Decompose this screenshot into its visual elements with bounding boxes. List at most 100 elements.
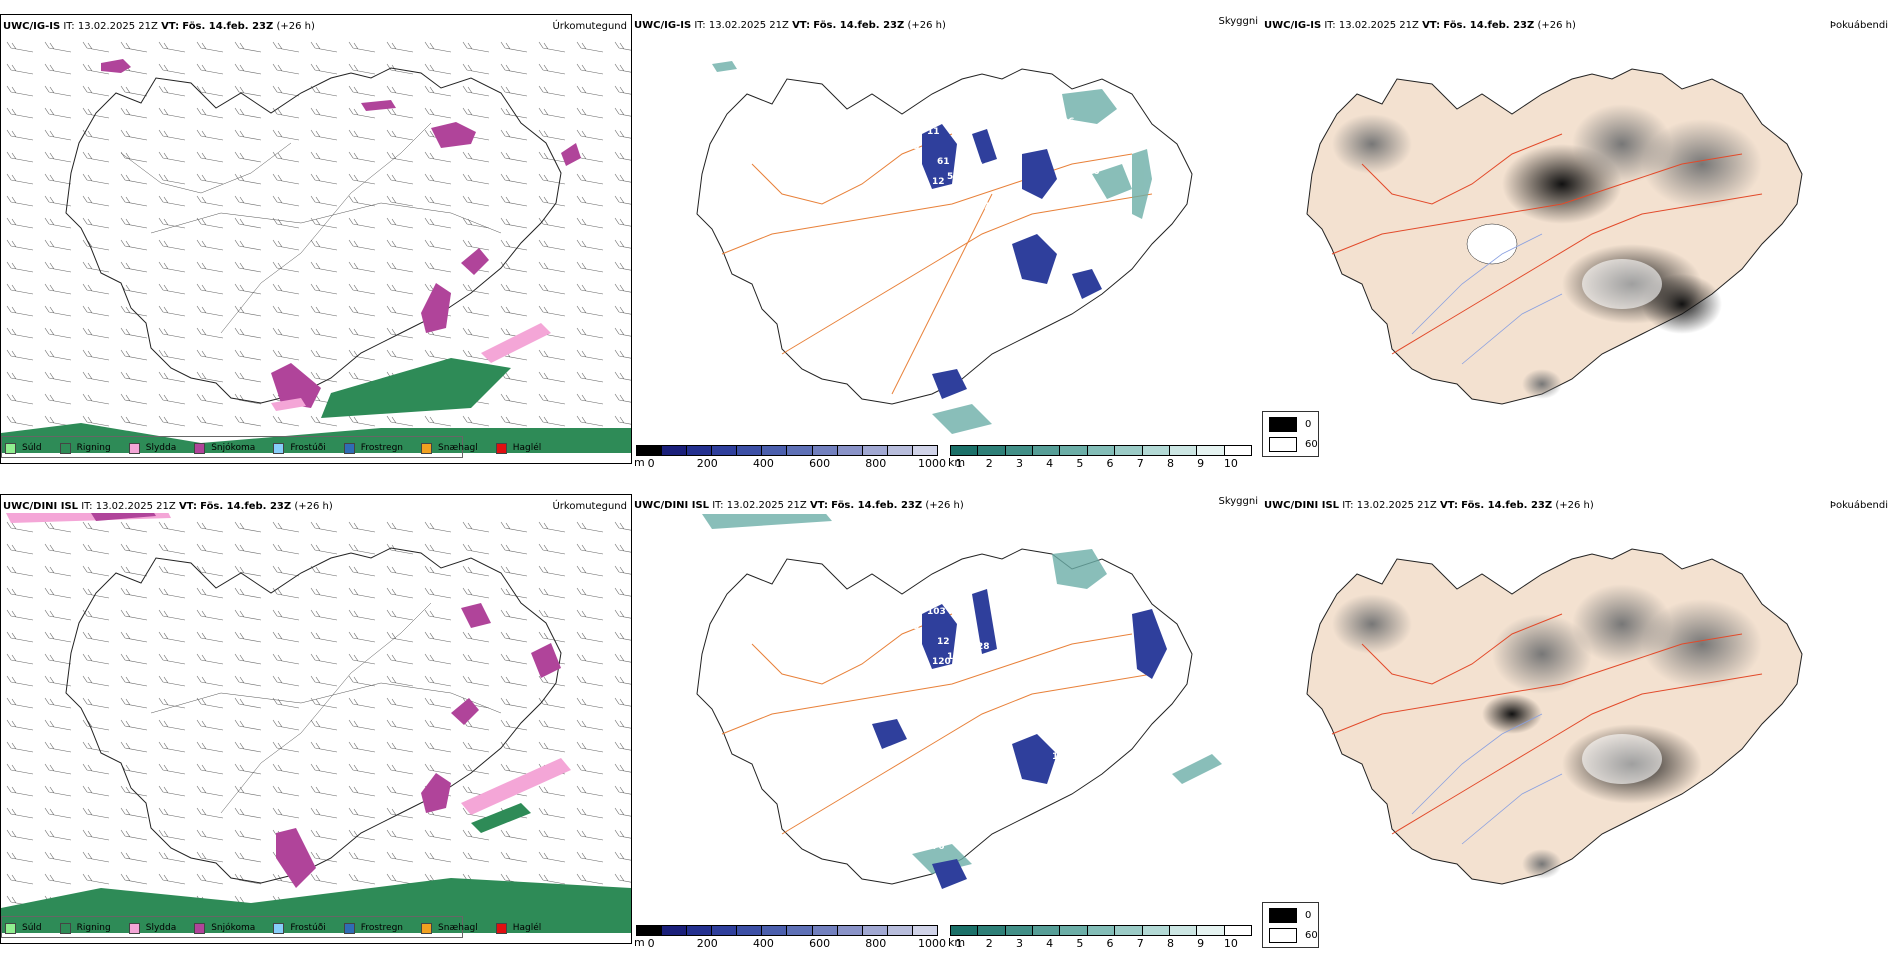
wind-barb <box>310 631 338 643</box>
cloud-base-label: 11 <box>990 252 1003 262</box>
legend-label: Rigning <box>76 443 111 453</box>
legend-item: Slydda <box>128 442 176 454</box>
wind-barb <box>538 631 566 643</box>
wind-barb <box>500 829 528 841</box>
wind-barb <box>82 41 110 53</box>
legend-label: Frostúði <box>290 443 326 453</box>
fog-panel-igis: UWC/IG-IS IT: 13.02.2025 21Z VT: Fös. 14… <box>1262 14 1892 484</box>
colorbar-segment <box>1115 926 1143 935</box>
precip-map-igis <box>1 41 631 453</box>
wind-barb <box>348 719 376 731</box>
legend-label: Snæhagl <box>438 443 478 453</box>
panel-header: UWC/DINI ISL IT: 13.02.2025 21Z VT: Fös.… <box>3 501 627 515</box>
wind-barb <box>158 675 186 687</box>
vt-label: VT: <box>792 20 811 31</box>
wind-barb <box>500 283 528 295</box>
wind-barb <box>234 763 262 775</box>
wind-barb <box>462 107 490 119</box>
wind-barb <box>196 829 224 841</box>
wind-barb <box>234 41 262 53</box>
wind-barb <box>614 675 631 685</box>
wind-barb <box>6 719 34 731</box>
wind-barb <box>576 349 604 361</box>
wind-barb <box>120 873 148 885</box>
cloud-base-label: 29 <box>922 357 935 367</box>
wind-barb <box>272 521 300 533</box>
wind-barb <box>310 195 338 207</box>
legend-item: Snjókoma <box>194 922 255 934</box>
wind-barb <box>6 785 34 797</box>
wind-barb <box>424 195 452 207</box>
wind-barb <box>538 41 566 53</box>
wind-barb <box>500 719 528 731</box>
wind-barb <box>310 675 338 687</box>
fog-legend-high: 60 <box>1305 439 1318 450</box>
wind-barb <box>82 565 110 577</box>
colorbar-tick-label: 4 <box>1046 457 1054 470</box>
colorbar-segment <box>1005 446 1034 455</box>
wind-barb <box>82 873 110 885</box>
wind-barb <box>82 151 110 163</box>
colorbar-segment <box>762 926 788 935</box>
roads <box>1331 613 1763 835</box>
wind-barb <box>158 283 186 295</box>
wind-barb <box>538 719 566 731</box>
wind-barb <box>6 327 34 339</box>
wind-barb <box>158 85 186 97</box>
wind-barb <box>424 631 452 643</box>
visibility-colorbar: 1 2 3 4 5 6 7 8 9 10 km <box>948 445 1252 477</box>
wind-barb <box>614 587 631 597</box>
wind-barb <box>462 85 490 97</box>
wind-barb <box>44 239 72 251</box>
wind-barb <box>500 195 528 207</box>
wind-barb <box>272 587 300 599</box>
wind-barb <box>6 129 34 141</box>
wind-barb <box>538 305 566 317</box>
wind-barb <box>310 283 338 295</box>
wind-barb <box>538 151 566 163</box>
wind-barb <box>424 239 452 251</box>
wind-barb <box>348 785 376 797</box>
wind-barb <box>82 85 110 97</box>
panel-header: UWC/DINI ISL IT: 13.02.2025 21Z VT: Fös.… <box>1264 500 1888 514</box>
wind-barb <box>6 697 34 709</box>
ceiling-unit: m <box>634 456 645 469</box>
rain-areas <box>1 803 631 933</box>
wind-barb <box>120 785 148 797</box>
wind-barb <box>272 239 300 251</box>
wind-barb <box>386 763 414 775</box>
wind-barb <box>6 349 34 361</box>
legend-label: Slydda <box>145 923 177 933</box>
legend-item: Frostregn <box>343 442 403 454</box>
sleet-areas <box>271 323 551 411</box>
wind-barb <box>44 63 72 75</box>
wind-barb <box>82 327 110 339</box>
wind-barb <box>120 587 148 599</box>
wind-barb <box>614 305 631 315</box>
wind-barb <box>538 521 566 533</box>
wind-barb <box>272 785 300 797</box>
wind-barb <box>386 653 414 665</box>
wind-barb <box>500 173 528 185</box>
wind-barb <box>424 217 452 229</box>
wind-barb <box>348 653 376 665</box>
legend-label: Súld <box>22 923 42 933</box>
visibility-colorbar: 1 2 3 4 5 6 7 8 9 10 km <box>948 925 1252 957</box>
wind-barb <box>386 415 414 427</box>
it-label: IT: <box>694 20 706 31</box>
wind-barb <box>82 283 110 295</box>
wind-barb <box>272 565 300 577</box>
wind-barb <box>44 173 72 185</box>
wind-barb <box>500 763 528 775</box>
colorbar-tick-label: 3 <box>1015 457 1023 470</box>
colorbar-segment <box>787 446 813 455</box>
wind-barb <box>44 719 72 731</box>
wind-barb <box>6 631 34 643</box>
wind-barb <box>348 631 376 643</box>
wind-barb <box>120 371 148 383</box>
colorbar-segment <box>837 446 863 455</box>
it-value: 13.02.2025 21Z <box>1338 20 1419 31</box>
wind-barb <box>462 327 490 339</box>
cloud-base-label: 144 <box>992 282 1011 292</box>
